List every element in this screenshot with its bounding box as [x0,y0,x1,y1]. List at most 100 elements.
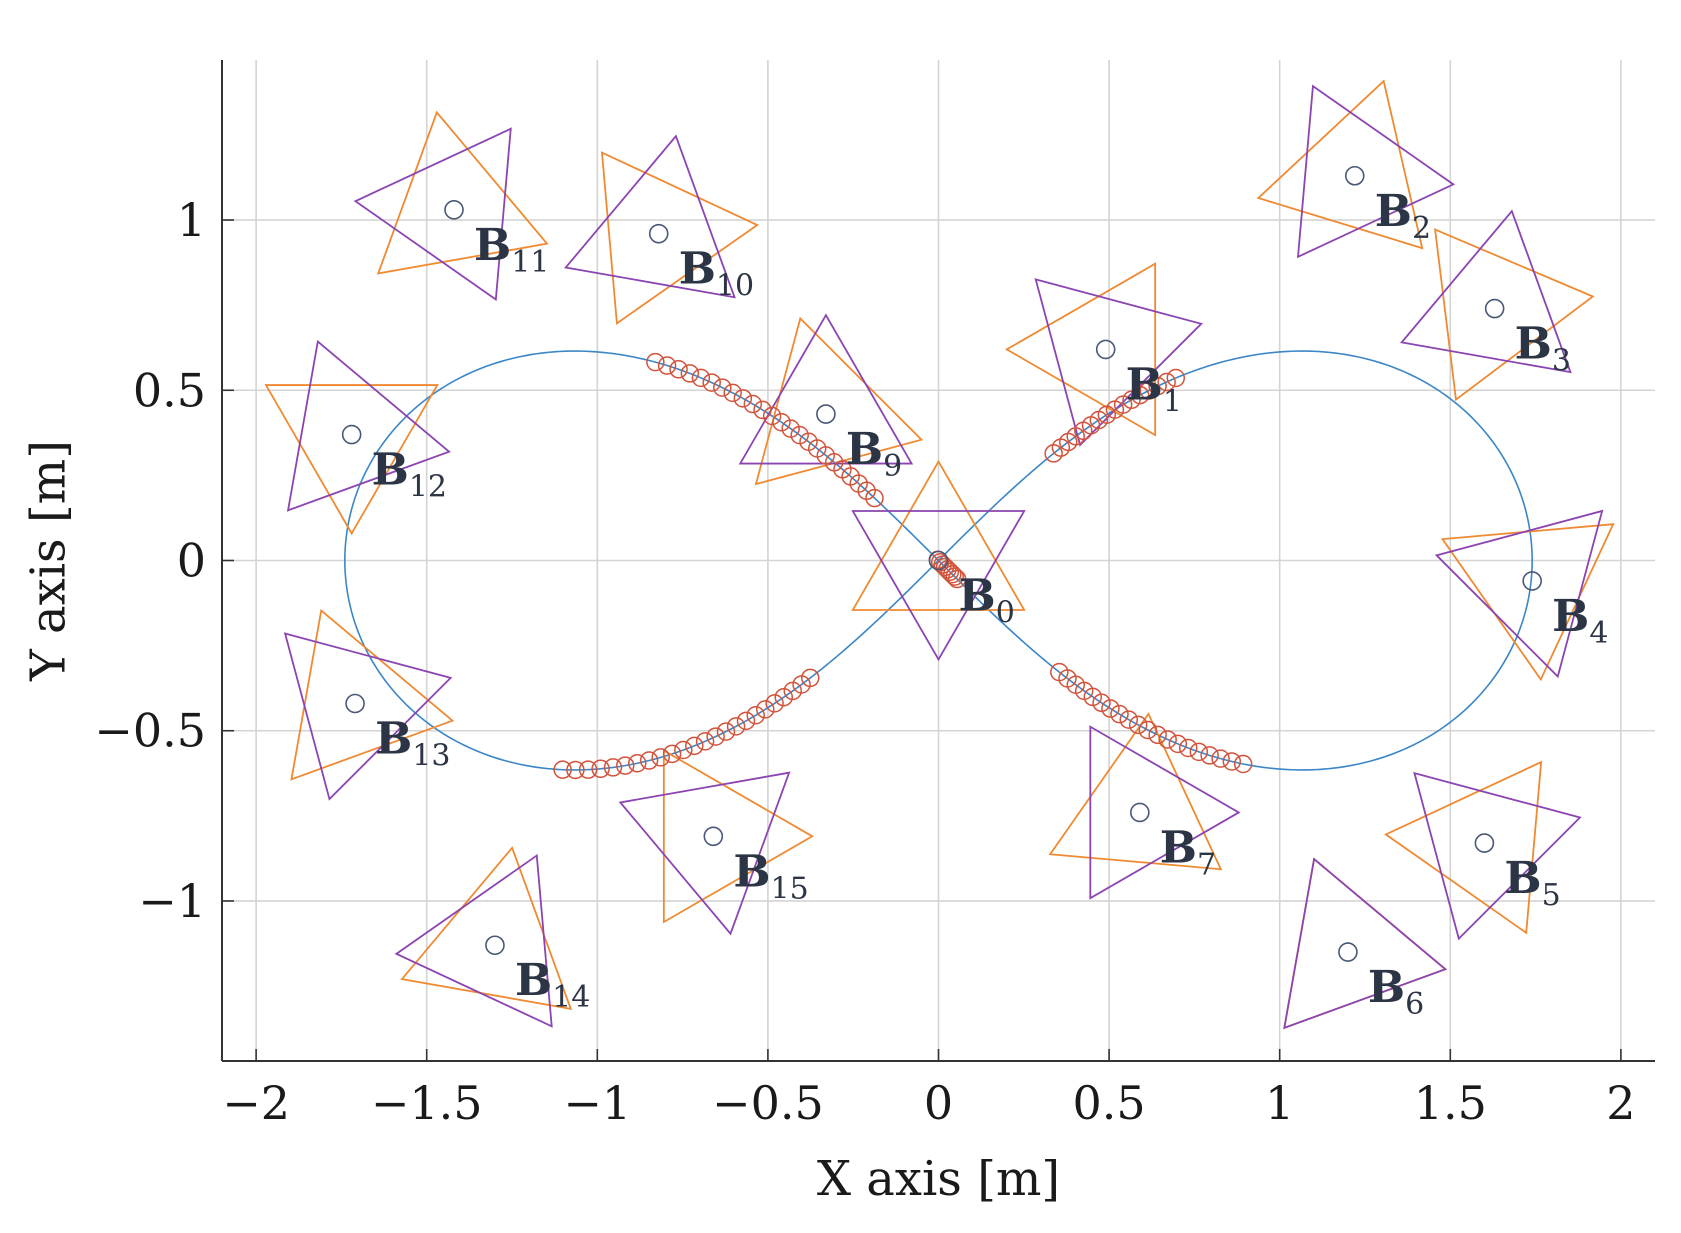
dense-marker-c2-6 [713,378,732,397]
base-label-letter: B [679,244,716,295]
base-marker-b1 [1095,339,1116,360]
dense-marker-c2-8 [733,389,753,408]
base-label-b2: B2 [1375,186,1431,246]
dense-marker-c4-1 [930,552,950,572]
x-tick-label: 1.5 [1414,1076,1487,1130]
base-label-subscript: 7 [1197,847,1216,882]
base-label-b5: B5 [1504,853,1560,913]
base-marker-b7 [1130,802,1150,823]
dense-marker-c2-4 [691,368,711,388]
base-label-subscript: 10 [716,269,754,304]
triangle-purple-b15 [618,771,791,936]
base-label-subscript: 14 [552,980,590,1015]
dense-marker-c2-10 [753,400,772,420]
dense-marker-c0-12 [685,736,704,756]
dense-marker-c3-10 [1138,720,1158,740]
marker-layer [341,165,1542,962]
base-label-b3: B3 [1515,319,1571,379]
base-label-letter: B [1368,962,1405,1013]
base-label-subscript: 1 [1163,384,1182,419]
dense-marker-c3-9 [1128,715,1148,735]
triangle-purple-b5 [1413,771,1582,941]
y-tick-label: −1 [138,874,206,928]
base-marker-b6 [1338,942,1358,962]
triangle-purple-b1 [1034,278,1203,447]
base-label-b4: B4 [1552,591,1608,651]
triangle-orange-b11 [376,110,549,275]
dense-marker-c1-3 [1139,381,1159,400]
dense-marker-c2-7 [723,383,742,403]
dense-marker-c3-7 [1110,704,1129,724]
base-label-b11: B11 [474,220,549,280]
x-tick-label: −1 [563,1076,631,1130]
dense-marker-c0-22 [566,760,585,780]
dense-marker-c3-17 [1211,749,1230,768]
triangle-orange-b1 [1004,262,1157,437]
base-label-letter: B [375,714,412,765]
base-label-b9: B9 [846,424,902,484]
dense-marker-c3-8 [1119,710,1139,729]
dense-marker-c0-13 [674,740,693,760]
triangle-purple-b0 [851,510,1026,662]
x-tick-label: −2 [222,1076,290,1130]
dense-marker-c0-14 [662,744,682,764]
base-label-letter: B [1160,822,1197,873]
triangle-purple-b10 [564,134,736,299]
dense-marker-c3-13 [1168,734,1188,754]
base-label-subscript: 4 [1589,616,1608,651]
dense-marker-c4-2 [933,555,952,574]
x-tick-label: −1.5 [371,1076,483,1130]
y-tick-label: 0 [177,534,206,588]
base-label-subscript: 11 [511,245,549,280]
base-marker-b10 [648,223,669,244]
base-label-subscript: 5 [1542,878,1561,913]
triangle-orange-b3 [1434,228,1595,402]
dense-marker-c2-0 [646,352,665,372]
triangle-purple-b11 [353,127,512,302]
base-label-subscript: 15 [771,871,809,906]
dense-marker-c0-15 [651,748,670,767]
dense-marker-c0-23 [553,760,572,779]
dense-marker-c0-21 [578,760,598,779]
base-label-letter: B [515,955,552,1006]
dense-marker-c3-11 [1148,725,1167,745]
dense-marker-c1-1 [1157,372,1176,392]
triangle-purple-b7 [1089,725,1241,900]
y-tick-label: 0.5 [133,363,206,417]
base-label-letter: B [1126,359,1163,410]
base-marker-b4 [1522,571,1542,591]
dense-marker-c3-18 [1222,752,1242,771]
dense-marker-c0-11 [695,732,715,751]
x-tick-label: 0.5 [1073,1076,1146,1130]
dense-marker-c1-15 [1044,444,1063,463]
triangle-orange-b2 [1256,79,1424,250]
dense-marker-c0-20 [591,759,610,779]
dense-marker-c0-18 [615,756,635,775]
dense-marker-c4-3 [935,557,955,577]
base-label-letter: B [1504,853,1541,904]
y-tick-label: 1 [177,193,206,247]
dense-marker-c1-14 [1051,438,1071,457]
triangle-orange-b12 [264,384,439,536]
dense-marker-c0-7 [736,711,756,731]
base-label-letter: B [733,846,770,897]
dense-marker-c0-6 [746,705,765,725]
base-marker-b0 [928,550,949,571]
base-label-subscript: 13 [412,739,450,774]
triangle-purple-b2 [1296,84,1456,259]
base-marker-b3 [1484,298,1505,319]
tick-labels: −2 −1.5 −1 −0.5 0 0.5 1 1.5 2 −1 −0.5 0 0.5 1 [94,193,1635,1130]
base-marker-b14 [485,935,505,956]
dense-marker-c1-2 [1148,376,1167,396]
base-marker-b12 [341,424,362,445]
dense-marker-c0-2 [783,681,803,701]
dense-marker-c2-12 [772,412,791,432]
x-tick-label: 0 [924,1076,953,1130]
dense-marker-c0-16 [639,751,659,770]
x-tick-label: −0.5 [712,1076,824,1130]
base-label-b10: B10 [679,244,754,304]
dense-marker-c2-23 [865,488,884,508]
base-marker-b15 [703,826,724,847]
